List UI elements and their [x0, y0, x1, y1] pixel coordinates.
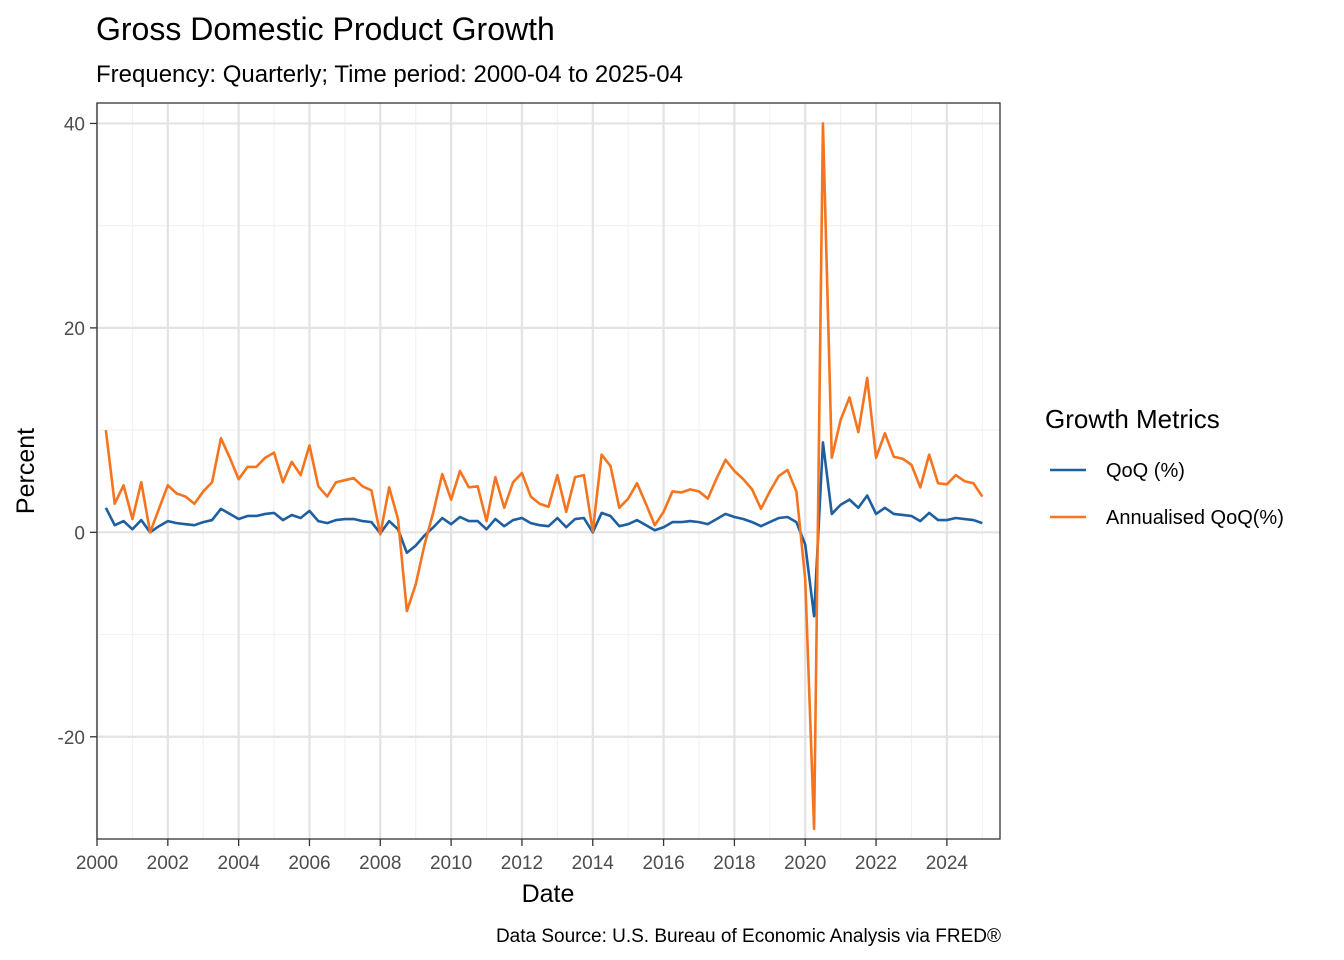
- series-lines: [104, 122, 984, 831]
- x-tick-label: 2018: [713, 853, 755, 874]
- plot-panel-border: [96, 102, 1001, 840]
- data-source-caption: Data Source: U.S. Bureau of Economic Ana…: [496, 926, 1001, 947]
- x-tick-label: 2016: [642, 853, 684, 874]
- x-tick-label: 2014: [572, 853, 615, 874]
- x-tick-label: 2004: [218, 853, 261, 874]
- x-axis-label: Date: [522, 880, 575, 908]
- x-tick-label: 2012: [501, 853, 543, 874]
- x-tick-label: 2020: [784, 853, 826, 874]
- y-tick-label: 40: [64, 114, 85, 135]
- chart-title: Gross Domestic Product Growth: [96, 11, 555, 47]
- y-axis: -20 0 20 40: [58, 114, 97, 749]
- chart-subtitle: Frequency: Quarterly; Time period: 2000-…: [96, 61, 683, 88]
- x-tick-label: 2002: [147, 853, 189, 874]
- x-tick-label: 2024: [926, 853, 969, 874]
- legend-title: Growth Metrics: [1045, 404, 1220, 434]
- series-line-qoq: [104, 441, 983, 618]
- legend-label: Annualised QoQ(%): [1106, 507, 1284, 529]
- x-tick-label: 2000: [76, 853, 118, 874]
- grid-major: [95, 103, 1000, 839]
- series-line-annualised-qoq: [104, 122, 984, 831]
- y-tick-label: 20: [64, 319, 85, 340]
- x-tick-label: 2022: [855, 853, 897, 874]
- grid-minor: [97, 103, 1000, 840]
- y-tick-label: 0: [74, 523, 85, 544]
- x-axis: 2000 2002 2004 2006 2008 2010 2012 2014 2016 2018…: [76, 839, 969, 874]
- y-tick-label: -20: [58, 728, 85, 749]
- x-tick-label: 2008: [359, 853, 401, 874]
- y-axis-label: Percent: [12, 428, 40, 514]
- x-tick-label: 2006: [288, 853, 330, 874]
- legend-label: QoQ (%): [1106, 460, 1185, 482]
- x-tick-label: 2010: [430, 853, 472, 874]
- legend: Growth Metrics QoQ (%) Annualised QoQ(%): [1045, 404, 1284, 529]
